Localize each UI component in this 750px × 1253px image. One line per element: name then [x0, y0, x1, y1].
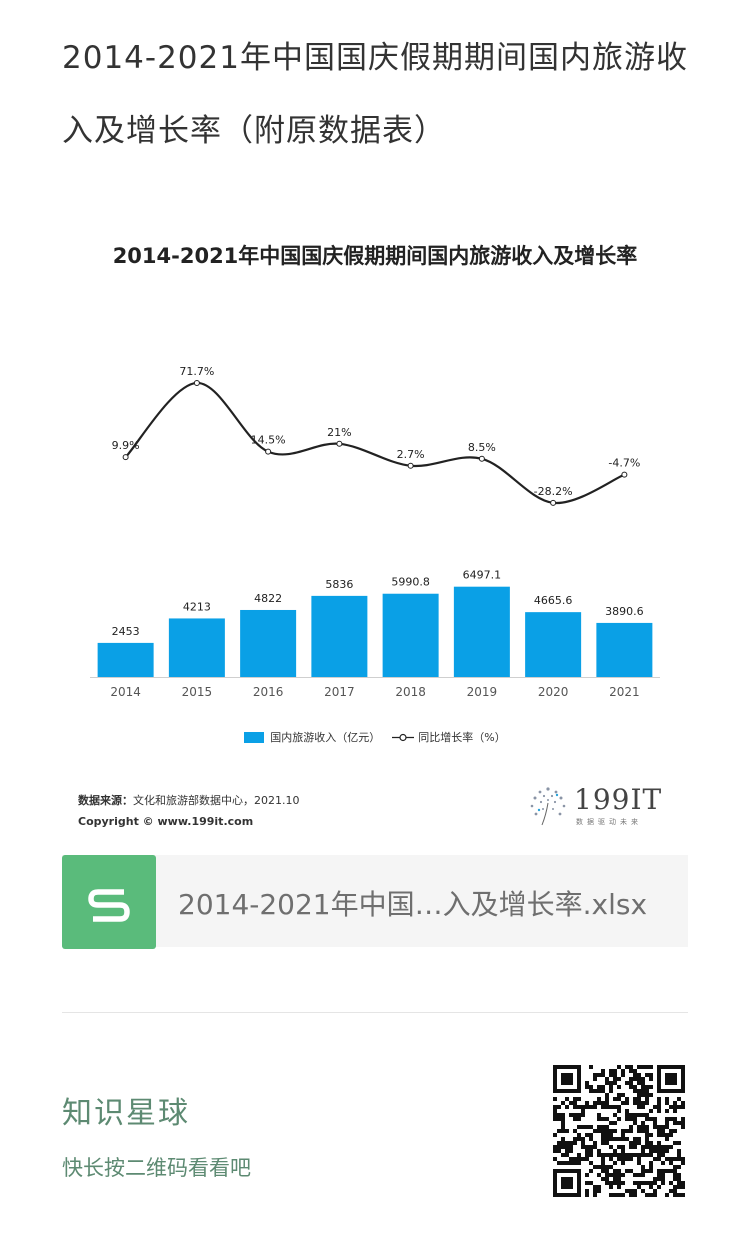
growth-rate-point — [478, 455, 485, 462]
growth-rate-point — [265, 448, 272, 455]
attachment-file-name[interactable]: 2014-2021年中国…入及增长率.xlsx — [178, 888, 648, 921]
page-title: 2014-2021年中国国庆假期期间国内旅游收入及增长率（附原数据表） — [62, 40, 688, 149]
brand-logo: 199IT 数据驱动未来 — [526, 783, 676, 827]
brand-name: 199IT — [574, 783, 663, 816]
growth-rate-point — [621, 471, 628, 478]
bar-data-label: 4665.6 — [534, 594, 573, 607]
x-tick-label: 2019 — [467, 685, 498, 699]
brand-dandelion-icon — [530, 787, 566, 826]
brand-tagline: 数据驱动未来 — [576, 818, 642, 826]
chart-legend: 国内旅游收入（亿元） 同比增长率（%） — [62, 729, 688, 745]
legend-line-swatch — [392, 733, 415, 741]
source-label: 数据来源： — [78, 794, 133, 807]
growth-rate-label: 71.7% — [179, 365, 214, 378]
x-tick-label: 2017 — [324, 685, 355, 699]
section-divider — [62, 1012, 688, 1013]
x-tick-label: 2021 — [609, 685, 640, 699]
growth-rate-label: 9.9% — [112, 439, 140, 452]
source-text: 文化和旅游部数据中心，2021.10 — [133, 794, 300, 807]
attachment-file-card[interactable]: 2014-2021年中国…入及增长率.xlsx — [62, 855, 688, 949]
bar-data-label: 5836 — [325, 578, 353, 591]
bar — [311, 595, 368, 677]
growth-rate-label: 2.7% — [397, 448, 425, 461]
bar — [453, 586, 510, 677]
growth-rate-point — [407, 462, 414, 469]
bar-data-label: 2453 — [112, 625, 140, 638]
legend-item-bar: 国内旅游收入（亿元） — [244, 729, 380, 745]
x-tick-label: 2020 — [538, 685, 569, 699]
qr-code-icon[interactable] — [553, 1065, 685, 1197]
legend-bar-label: 国内旅游收入（亿元） — [270, 731, 381, 744]
growth-rate-label: 21% — [327, 426, 351, 439]
spreadsheet-s-icon — [62, 855, 156, 949]
x-tick-label: 2018 — [395, 685, 426, 699]
source-block: 数据来源：文化和旅游部数据中心，2021.10 Copyright © www.… — [78, 790, 300, 832]
growth-rate-point — [122, 454, 129, 461]
chart-title: 2014-2021年中国国庆假期期间国内旅游收入及增长率 — [112, 244, 638, 268]
planet-name: 知识星球 — [62, 1096, 190, 1131]
planet-hint: 快长按二维码看看吧 — [62, 1156, 251, 1180]
bar — [525, 612, 582, 677]
growth-rate-label: -28.2% — [534, 485, 573, 498]
bar — [240, 609, 297, 677]
growth-rate-point — [193, 379, 200, 386]
bar-data-label: 3890.6 — [605, 605, 644, 618]
bar-data-label: 6497.1 — [463, 569, 502, 582]
bar — [596, 622, 653, 677]
bar — [168, 618, 225, 677]
growth-rate-label: 14.5% — [251, 434, 286, 447]
copyright-text: Copyright © www.199it.com — [78, 815, 254, 828]
legend-line-label: 同比增长率（%） — [418, 731, 506, 744]
bar — [97, 642, 154, 677]
chart-svg: 2453 2014 4213 2015 4822 2016 5836 2017 5990.8 20… — [90, 365, 660, 699]
legend-item-line: 同比增长率（%） — [392, 729, 506, 745]
legend-bar-swatch — [244, 731, 265, 743]
chart-card: 2014-2021年中国国庆假期期间国内旅游收入及增长率 2453 2014 421… — [62, 215, 688, 845]
bar-data-label: 4213 — [183, 600, 211, 613]
x-tick-label: 2014 — [110, 685, 141, 699]
x-tick-label: 2016 — [253, 685, 284, 699]
growth-rate-label: 8.5% — [468, 441, 496, 454]
bar-data-label: 4822 — [254, 592, 282, 605]
qr-modules — [553, 1065, 685, 1197]
x-tick-label: 2015 — [182, 685, 213, 699]
growth-rate-point — [336, 440, 343, 447]
growth-rate-label: -4.7% — [608, 457, 640, 470]
bar-data-label: 5990.8 — [391, 576, 430, 589]
bar — [382, 593, 439, 677]
growth-rate-point — [550, 499, 557, 506]
